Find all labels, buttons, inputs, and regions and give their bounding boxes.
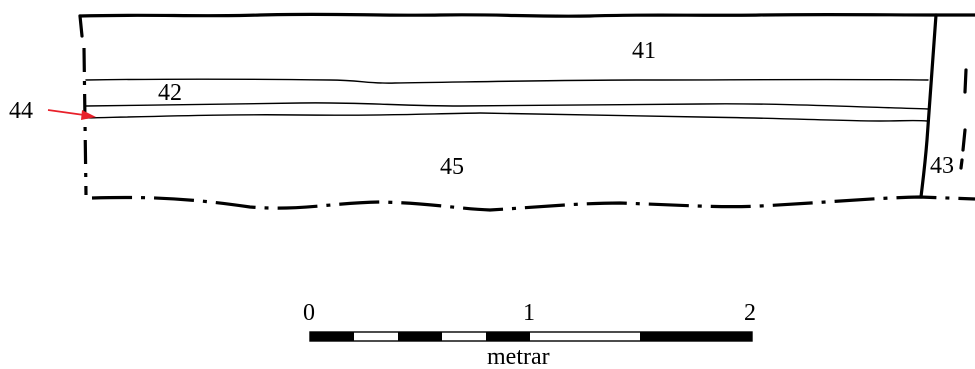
layer-label-43: 43 — [930, 153, 954, 179]
layer-label-41: 41 — [632, 38, 656, 64]
layer-label-42: 42 — [158, 80, 182, 106]
scale-bar-segment-3 — [486, 332, 530, 341]
scale-tick-2: 2 — [744, 300, 756, 326]
layer-label-44: 44 — [9, 98, 33, 124]
boundary-42-44 — [85, 102, 929, 110]
profile-bottom-edge — [91, 195, 975, 212]
layer-43-boundary — [919, 13, 938, 199]
layer-label-45: 45 — [440, 154, 464, 180]
layer-44-arrow — [47, 109, 96, 120]
boundary-44-45 — [85, 112, 928, 122]
profile-left-wall-dashed — [82, 47, 88, 196]
scale-bar-segment-1 — [310, 332, 354, 341]
boundary-41-42 — [85, 78, 929, 84]
scale-tick-0: 0 — [303, 300, 315, 326]
scale-bar-segment-2 — [398, 332, 442, 341]
scale-unit-label: metrar — [487, 344, 550, 369]
profile-right-edge — [959, 68, 968, 170]
scale-bar — [309, 331, 753, 342]
scale-tick-1: 1 — [523, 300, 535, 326]
profile-left-wall — [78, 14, 84, 38]
scale-bar-segment-4 — [640, 332, 752, 341]
profile-top-edge — [78, 12, 975, 18]
